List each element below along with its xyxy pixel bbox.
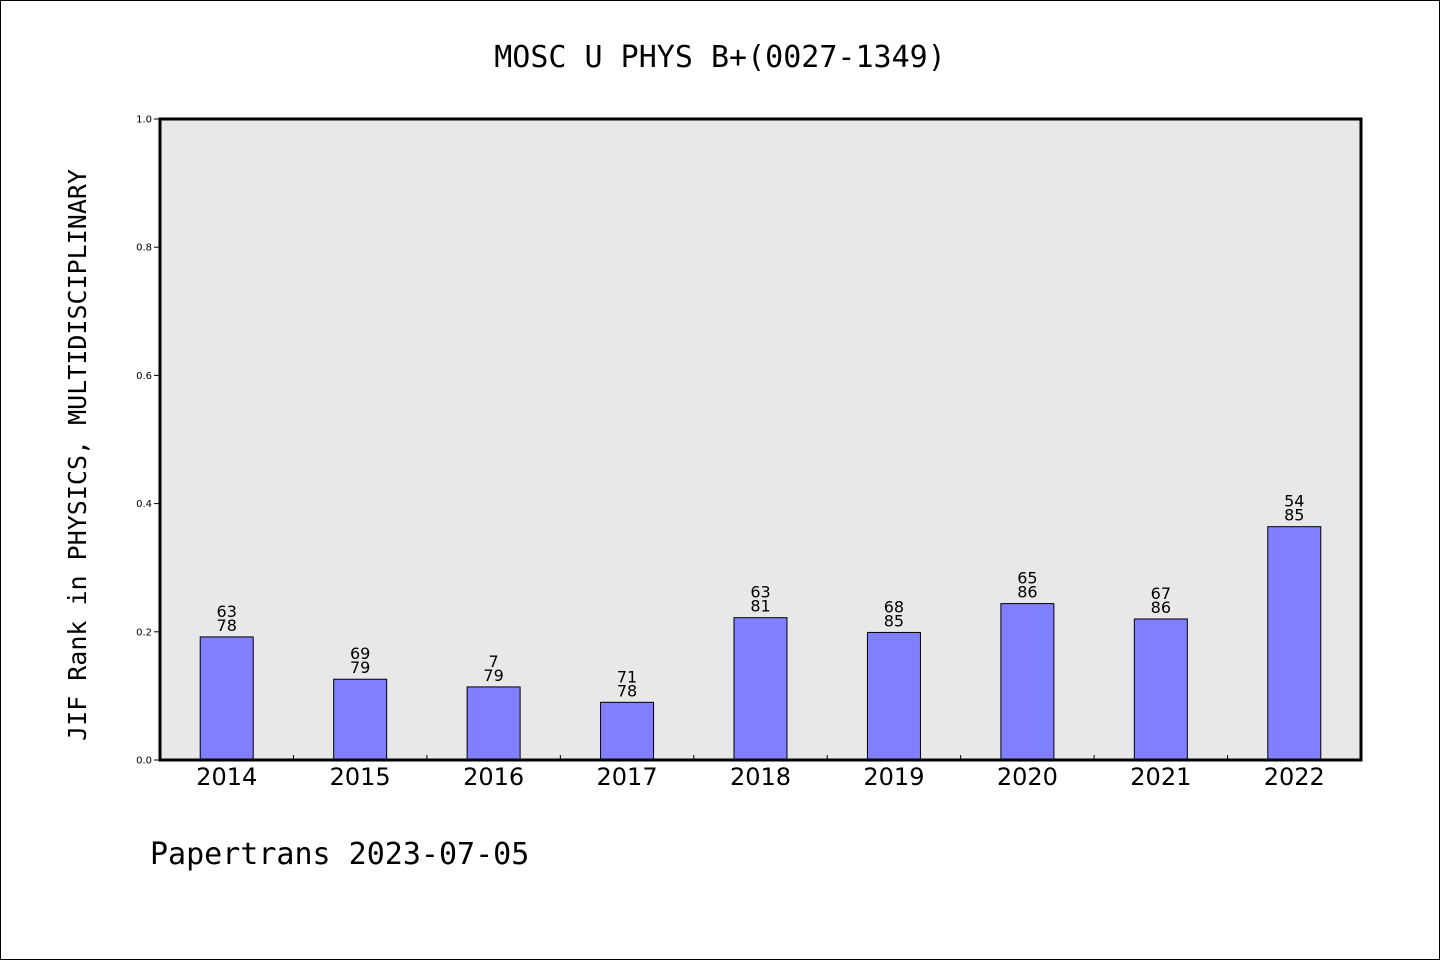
data-label-total-2021: 86 [1151,598,1171,617]
data-label-total-2022: 85 [1284,506,1304,525]
x-axis-ticks: 2014 2015 2016 2017 2018 2019 2020 2021 2022 [196,755,1325,791]
y-tick-label: 1.0 [136,115,152,126]
y-tick-label: 0.0 [136,756,152,767]
y-tick-label: 0.2 [136,627,152,638]
y-axis-ticks: 0.0 0.2 0.4 0.6 0.8 1.0 [136,115,160,767]
data-label-rank-2019: 68 [884,597,904,616]
bar-2021 [1133,618,1188,761]
data-label-rank-2020: 65 [1017,569,1037,588]
data-label-rank-2022: 54 [1284,492,1304,511]
y-tick-label: 0.4 [136,499,152,510]
data-label-rank-2018: 63 [750,583,770,602]
y-tick-label: 0.6 [136,371,152,382]
plot-border [158,117,1363,762]
data-label-total-2015: 79 [350,658,370,677]
bar-2022 [1267,526,1322,761]
bar-2015 [333,678,388,761]
data-label-total-2019: 85 [884,611,904,630]
data-label-total-2014: 78 [217,616,237,635]
bar-2014 [199,636,254,761]
footer-text: Papertrans 2023-07-05 [150,837,529,872]
data-label-rank-2017: 71 [617,667,637,686]
data-label-total-2020: 86 [1017,583,1037,602]
bar-2016 [466,686,521,761]
data-label-rank-2015: 69 [350,644,370,663]
data-label-total-2016: 79 [483,666,503,685]
x-tick-label-2020: 2020 [997,763,1058,791]
data-label-rank-2014: 63 [217,602,237,621]
y-tick-label: 0.8 [136,243,152,254]
chart-title: MOSC U PHYS B+(0027-1349) [494,40,946,75]
data-label-total-2017: 78 [617,681,637,700]
data-label-total-2018: 81 [750,597,770,616]
bar-2019 [866,631,921,761]
x-tick-label-2016: 2016 [463,763,524,791]
bars-group [199,526,1322,761]
bar-2018 [733,617,788,761]
x-tick-label-2018: 2018 [730,763,791,791]
x-tick-label-2014: 2014 [196,763,257,791]
x-tick-label-2021: 2021 [1130,763,1191,791]
x-tick-label-2022: 2022 [1264,763,1325,791]
x-tick-label-2019: 2019 [863,763,924,791]
bar-2020 [1000,603,1055,761]
data-label-rank-2016: 7 [489,652,499,671]
data-label-rank-2021: 67 [1151,584,1171,603]
x-tick-label-2017: 2017 [597,763,658,791]
y-axis-label: JIF Rank in PHYSICS, MULTIDISCIPLINARY [63,169,92,741]
bar-2017 [600,701,655,761]
x-tick-label-2015: 2015 [330,763,391,791]
